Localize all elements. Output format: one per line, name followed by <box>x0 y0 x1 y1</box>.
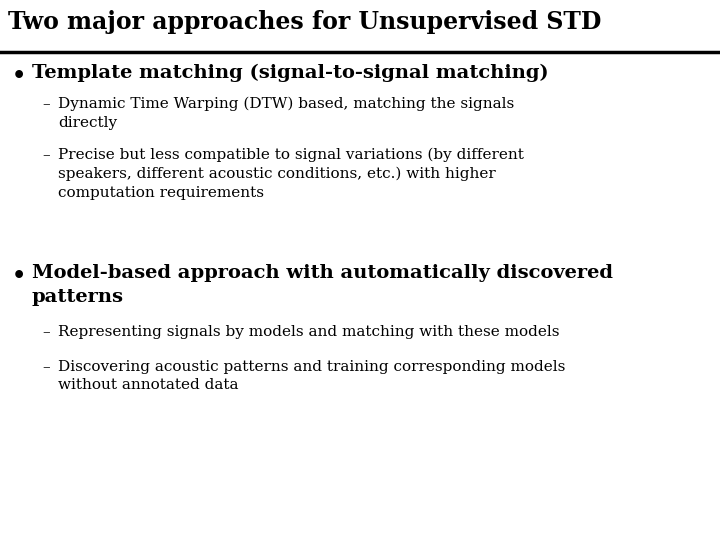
Text: •: • <box>12 265 26 287</box>
Text: Dynamic Time Warping (DTW) based, matching the signals
directly: Dynamic Time Warping (DTW) based, matchi… <box>58 97 514 130</box>
Text: Precise but less compatible to signal variations (by different
speakers, differe: Precise but less compatible to signal va… <box>58 148 524 200</box>
Text: –: – <box>42 325 50 339</box>
Text: Template matching (signal-to-signal matching): Template matching (signal-to-signal matc… <box>32 64 549 82</box>
Text: –: – <box>42 97 50 111</box>
Text: Representing signals by models and matching with these models: Representing signals by models and match… <box>58 325 559 339</box>
Text: Model-based approach with automatically discovered
patterns: Model-based approach with automatically … <box>32 264 613 306</box>
Text: –: – <box>42 148 50 162</box>
Text: –: – <box>42 360 50 374</box>
Text: Two major approaches for Unsupervised STD: Two major approaches for Unsupervised ST… <box>8 10 601 34</box>
Text: •: • <box>12 65 26 87</box>
Text: Discovering acoustic patterns and training corresponding models
without annotate: Discovering acoustic patterns and traini… <box>58 360 565 393</box>
